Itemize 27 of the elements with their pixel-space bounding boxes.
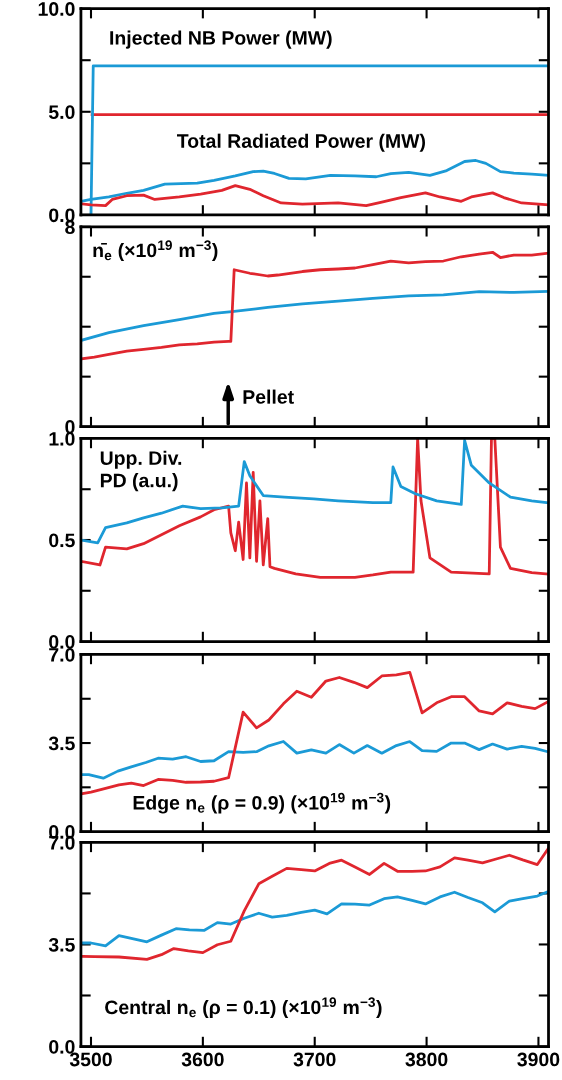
y-tick-label: 0.0 [49,634,75,649]
y-tick-label: 5.0 [48,105,75,120]
line-series [80,184,549,208]
y-tick-label: 10.0 [38,2,75,16]
annotation: n̄$_{e}$ (×10$^{19}$ m$^{−3}$) [93,240,218,262]
annotation: Total Radiated Power (MW) [177,133,425,152]
y-tick-label: 3.5 [48,736,75,751]
x-tick-label: 3900 [517,1052,560,1067]
annotation: Injected NB Power (MW) [110,30,332,49]
y-tick-label: 1.0 [49,431,75,446]
line-series [80,740,549,780]
x-tick-label: 3800 [405,1052,448,1067]
line-series [80,290,549,342]
y-tick-label: 0 [65,420,75,434]
y-tick-label: 7.0 [49,647,75,662]
y-tick-label: 0.5 [49,533,75,548]
x-tick-label: 3700 [293,1052,336,1067]
y-tick-label: 0.0 [49,1039,75,1054]
x-tick-label: 3500 [69,1052,112,1067]
annotation: Central n$_{e}$ (ρ = 0.1) (×10$^{19}$ m$^{−3}$) [105,997,382,1019]
y-tick-label: 3.5 [48,937,75,952]
annotation: Edge n$_{e}$ (ρ = 0.9) (×10$^{19}$ m$^{−3}$) [133,792,391,814]
line-series [81,890,549,948]
annotation: Upp. Div. PD (a.u.) [100,450,182,492]
x-tick-label: 3600 [181,1052,224,1067]
line-series [81,846,549,961]
annotation: Pellet [243,389,294,404]
